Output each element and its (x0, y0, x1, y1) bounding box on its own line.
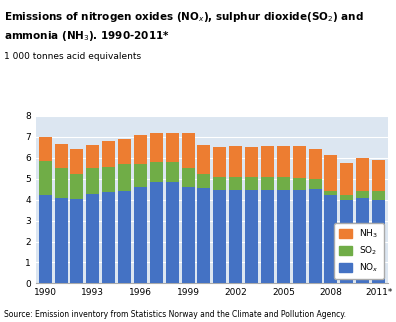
Bar (340, 163, 353, 195)
Bar (134, 187, 147, 283)
Bar (229, 176, 242, 190)
Bar (308, 179, 322, 189)
Bar (372, 191, 385, 200)
Text: 1 000 tonnes acid equivalents: 1 000 tonnes acid equivalents (4, 52, 141, 61)
Bar (198, 145, 210, 174)
Bar (229, 190, 242, 283)
Bar (308, 189, 322, 283)
Bar (102, 192, 115, 283)
Bar (340, 200, 353, 283)
Bar (340, 195, 353, 200)
Bar (134, 164, 147, 187)
Bar (181, 133, 194, 168)
Bar (55, 144, 68, 168)
Bar (86, 194, 99, 283)
Text: Emissions of nitrogen oxides (NO$_x$), sulphur dioxide(SO$_2$) and: Emissions of nitrogen oxides (NO$_x$), s… (4, 10, 364, 24)
Bar (277, 190, 290, 283)
Bar (324, 155, 337, 191)
Text: ammonia (NH$_3$). 1990-2011*: ammonia (NH$_3$). 1990-2011* (4, 29, 170, 43)
Bar (70, 149, 84, 174)
Bar (213, 147, 226, 176)
Bar (261, 190, 274, 283)
Bar (181, 168, 194, 187)
Text: Source: Emission inventory from Statistics Norway and the Climate and Pollution : Source: Emission inventory from Statisti… (4, 310, 346, 319)
Bar (277, 147, 290, 177)
Bar (213, 190, 226, 283)
Bar (245, 177, 258, 190)
Bar (213, 176, 226, 190)
Bar (55, 168, 68, 198)
Bar (372, 200, 385, 283)
Bar (39, 161, 51, 195)
Bar (372, 160, 385, 191)
Bar (356, 158, 369, 191)
Bar (261, 146, 274, 177)
Bar (166, 162, 179, 183)
Bar (356, 191, 369, 198)
Bar (39, 137, 51, 161)
Bar (70, 174, 84, 199)
Bar (261, 177, 274, 190)
Bar (55, 198, 68, 283)
Bar (166, 183, 179, 283)
Bar (293, 190, 306, 283)
Bar (198, 188, 210, 283)
Bar (134, 135, 147, 164)
Bar (245, 147, 258, 177)
Bar (356, 198, 369, 283)
Bar (150, 183, 163, 283)
Bar (102, 141, 115, 167)
Bar (86, 168, 99, 194)
Legend: NH$_3$, SO$_2$, NO$_x$: NH$_3$, SO$_2$, NO$_x$ (334, 223, 384, 279)
Bar (150, 162, 163, 183)
Bar (166, 133, 179, 162)
Bar (102, 167, 115, 192)
Bar (150, 133, 163, 162)
Bar (86, 145, 99, 168)
Bar (229, 146, 242, 176)
Bar (118, 191, 131, 283)
Bar (308, 149, 322, 179)
Bar (324, 195, 337, 283)
Bar (245, 190, 258, 283)
Bar (118, 139, 131, 164)
Bar (324, 191, 337, 195)
Bar (293, 178, 306, 190)
Bar (39, 195, 51, 283)
Bar (277, 177, 290, 190)
Bar (70, 199, 84, 283)
Bar (181, 187, 194, 283)
Bar (118, 164, 131, 191)
Bar (293, 146, 306, 178)
Bar (198, 174, 210, 188)
